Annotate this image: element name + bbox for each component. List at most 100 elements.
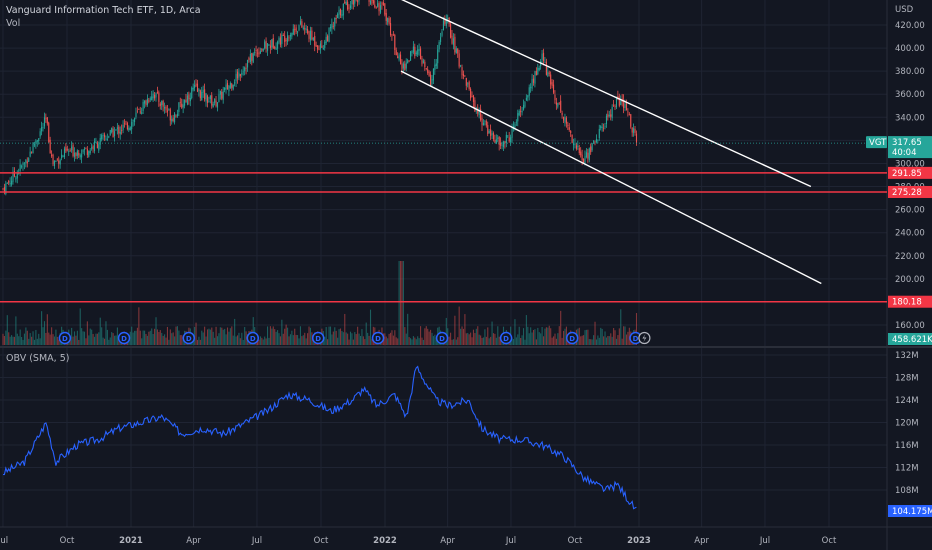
volume-bar: [285, 324, 287, 345]
volume-bar: [618, 328, 620, 345]
candle-body: [279, 37, 281, 45]
volume-bar: [580, 336, 582, 345]
flash-icon-glyph: [642, 334, 647, 342]
candle-body: [124, 123, 126, 125]
candle-body: [424, 61, 426, 68]
volume-bar: [525, 315, 527, 345]
candle-body: [209, 95, 211, 100]
volume-bar: [597, 335, 599, 345]
volume-bar: [297, 335, 299, 345]
volume-bar: [452, 339, 455, 345]
candle-body: [468, 81, 470, 89]
candle-body: [381, 3, 383, 5]
candle-body: [83, 148, 86, 150]
candle-body: [59, 159, 61, 165]
candle-body: [174, 113, 176, 123]
volume-bar: [151, 328, 153, 345]
volume-bar: [608, 336, 610, 345]
volume-bar: [484, 329, 486, 345]
volume-bar: [212, 331, 214, 345]
volume-bar: [39, 338, 41, 345]
volume-bar: [85, 338, 87, 345]
volume-bar: [328, 326, 330, 345]
candle-body: [251, 52, 253, 61]
candle-body: [608, 115, 610, 116]
candle-body: [484, 120, 486, 122]
candle-body: [345, 1, 347, 5]
volume-bar: [349, 331, 352, 345]
candle-body: [26, 161, 28, 164]
volume-bar: [461, 326, 463, 345]
candle-body: [245, 67, 247, 69]
volume-bar: [458, 306, 460, 345]
volume-bar: [204, 326, 206, 345]
volume-bar: [83, 331, 86, 345]
candle-body: [119, 131, 121, 135]
volume-bar: [265, 338, 267, 345]
candle-body: [178, 102, 180, 112]
candle-body: [518, 110, 520, 116]
volume-bar: [475, 328, 477, 345]
volume-bar: [236, 335, 239, 345]
candle-body: [72, 144, 74, 157]
candle-body: [394, 34, 396, 51]
volume-bar: [278, 333, 280, 345]
candle-body: [307, 29, 309, 33]
volume-bar: [144, 330, 146, 345]
candle-body: [325, 36, 327, 43]
time-tick-label: Oct: [568, 536, 583, 546]
volume-bar: [162, 335, 164, 345]
candle-body: [115, 129, 117, 131]
price-candles: [2, 0, 638, 196]
candle-body: [563, 116, 565, 121]
price-tick-label: 260.00: [895, 206, 925, 216]
candle-body: [248, 58, 250, 61]
price-tick-label: 240.00: [895, 229, 925, 239]
candle-body: [388, 18, 390, 24]
dividend-icon: [246, 331, 260, 345]
volume-bar: [481, 337, 483, 345]
volume-bar: [623, 326, 625, 345]
candle-body: [525, 97, 527, 101]
candle-body: [631, 127, 633, 133]
candle-body: [329, 26, 332, 29]
candle-body: [212, 104, 214, 108]
volume-bar: [99, 317, 101, 345]
candle-body: [435, 63, 437, 66]
volume-bar: [174, 336, 176, 345]
volume-bar: [258, 339, 260, 345]
candle-body: [281, 34, 283, 44]
volume-bar: [108, 339, 110, 345]
volume-bar: [226, 327, 229, 345]
candle-body: [430, 74, 432, 86]
volume-bar: [495, 337, 497, 345]
volume-bar: [595, 339, 598, 345]
candle-body: [35, 141, 37, 144]
candle-body: [391, 35, 393, 37]
volume-bar: [471, 337, 473, 345]
candle-body: [165, 106, 167, 111]
candle-body: [202, 89, 204, 93]
candle-body: [374, 4, 376, 8]
candle-body: [422, 60, 424, 63]
obv-line: [2, 365, 637, 510]
candle-body: [590, 146, 592, 153]
candle-body: [492, 133, 495, 140]
volume-bar: [615, 338, 618, 345]
candle-body: [62, 156, 64, 157]
candle-body: [298, 25, 300, 31]
candle-body: [277, 41, 279, 49]
candle-body: [408, 60, 410, 62]
candle-body: [318, 48, 320, 50]
volume-bar: [169, 329, 171, 345]
volume-bar: [148, 331, 150, 345]
volume-bar: [145, 333, 147, 345]
volume-bar: [613, 328, 615, 345]
candle-body: [487, 125, 489, 134]
candle-body: [61, 154, 63, 159]
level-price-tag-bg: [888, 166, 932, 179]
candle-body: [471, 96, 473, 97]
candle-body: [182, 104, 184, 108]
volume-bar: [457, 337, 459, 345]
